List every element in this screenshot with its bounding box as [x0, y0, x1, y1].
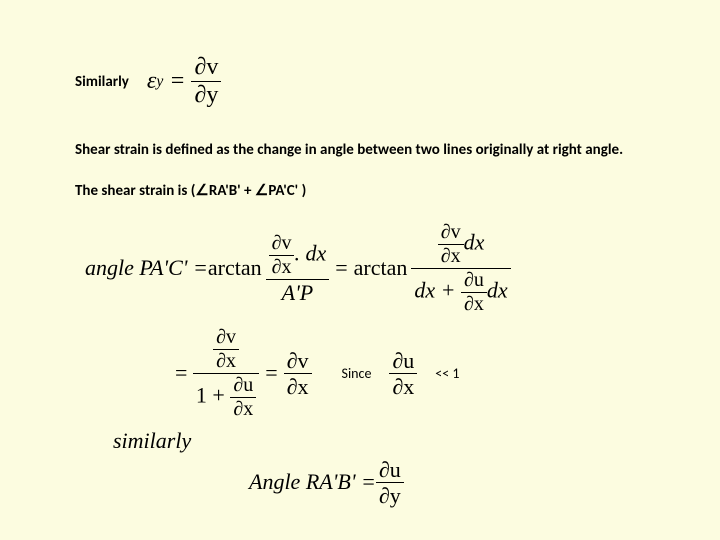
- equals-2: =: [329, 255, 353, 281]
- frac-dudx: ∂u ∂x: [389, 349, 417, 398]
- frac-dudy: ∂u ∂y: [376, 458, 404, 507]
- frac-arctan-1: ∂v ∂x . dx A'P: [266, 233, 330, 304]
- eq-simplify: = ∂v ∂x 1 + ∂u ∂x = ∂v ∂x Since: [175, 327, 645, 420]
- eq-epsilon-y: εy = ∂v ∂y: [147, 55, 221, 108]
- arctan-1: arctan: [208, 255, 262, 281]
- eq-angle-rab: Angle RA'B' = ∂u ∂y: [249, 458, 645, 507]
- equals-3: =: [175, 360, 193, 386]
- since-block: Since ∂u ∂x << 1: [342, 349, 460, 398]
- equals-4: =: [259, 360, 283, 386]
- label-since: Since: [342, 365, 372, 382]
- frac-dvdx: ∂v ∂x: [284, 349, 312, 398]
- para-shear-expr: The shear strain is (∠RA'B' + ∠PA'C' ): [75, 181, 645, 200]
- slide: Similarly εy = ∂v ∂y Shear strain is def…: [0, 0, 720, 540]
- lhs-angle-rab: Angle RA'B' =: [249, 469, 376, 495]
- label-similarly-2: similarly: [113, 428, 645, 454]
- frac-arctan-2: ∂v ∂x dx dx + ∂u ∂x dx: [411, 222, 510, 315]
- arctan-2: arctan: [354, 255, 408, 281]
- label-much-less-1: << 1: [435, 365, 459, 382]
- line-similarly-eq: Similarly εy = ∂v ∂y: [75, 55, 645, 108]
- label-similarly: Similarly: [75, 73, 129, 91]
- frac-dvdy: ∂v ∂y: [191, 55, 221, 108]
- lhs-angle-pac: angle PA'C' =: [85, 255, 208, 281]
- equals-1: =: [163, 68, 191, 95]
- frac-simplify-lhs: ∂v ∂x 1 + ∂u ∂x: [193, 327, 259, 420]
- eq-angle-pac: angle PA'C' = arctan ∂v ∂x . dx A'P = ar…: [85, 222, 645, 315]
- para-shear-def: Shear strain is defined as the change in…: [75, 140, 645, 160]
